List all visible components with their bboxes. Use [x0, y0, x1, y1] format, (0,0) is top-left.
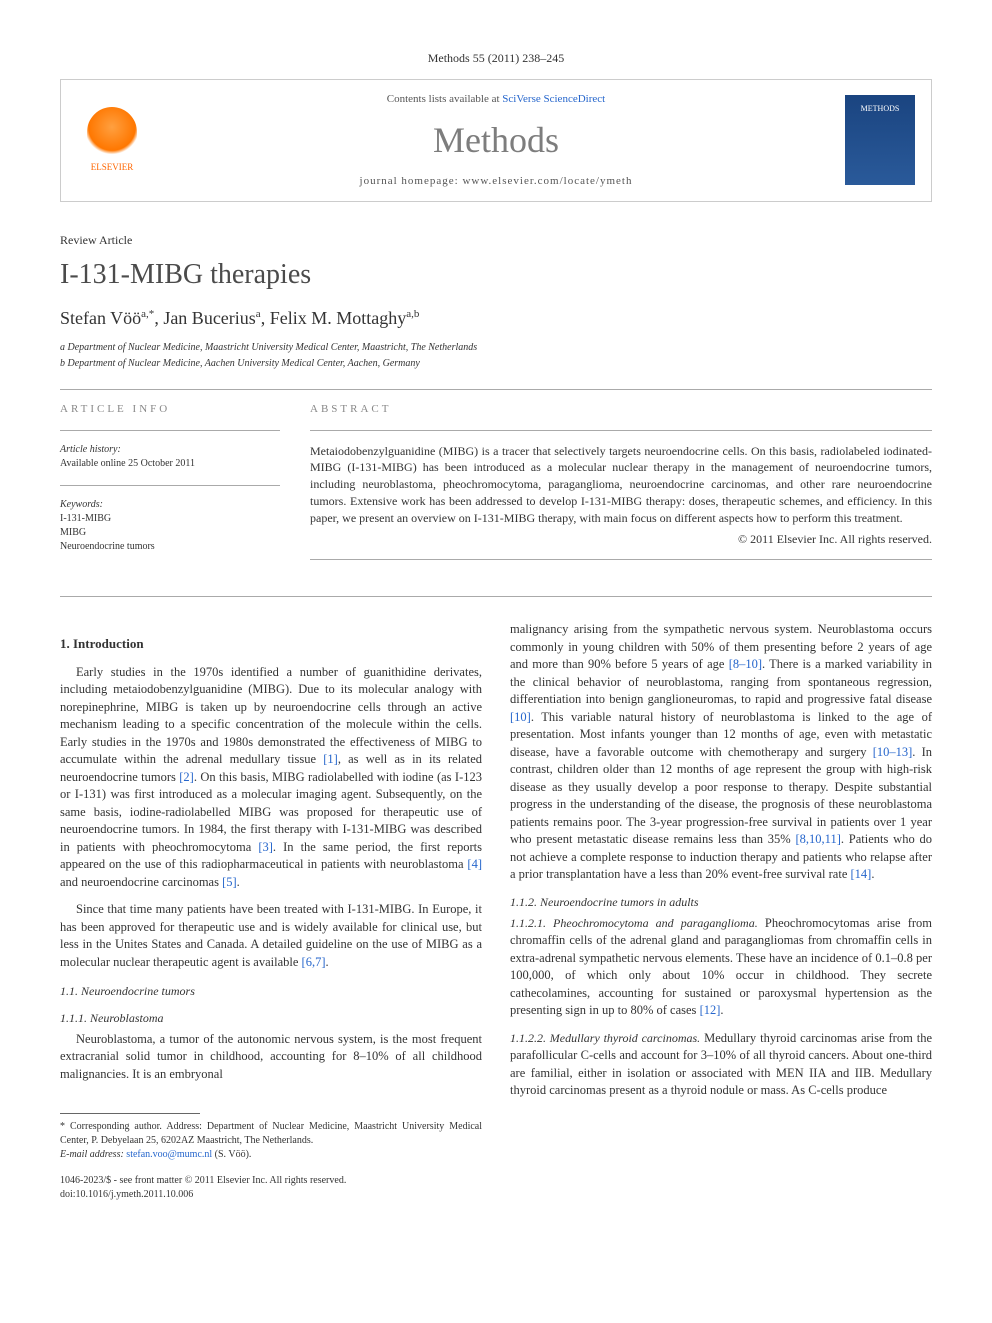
- divider: [310, 430, 932, 431]
- ref-5[interactable]: [5]: [222, 875, 237, 889]
- section-1-1-heading: 1.1. Neuroendocrine tumors: [60, 983, 482, 1000]
- author-1-sup: a,*: [141, 308, 154, 320]
- ref-1[interactable]: [1]: [323, 752, 338, 766]
- ref-14[interactable]: [14]: [851, 867, 872, 881]
- elsevier-tree-icon: [87, 107, 137, 157]
- affiliation-b: b Department of Nuclear Medicine, Aachen…: [60, 357, 932, 371]
- history-line: Available online 25 October 2011: [60, 457, 280, 471]
- email-label: E-mail address:: [60, 1149, 124, 1160]
- elsevier-logo: ELSEVIER: [77, 100, 147, 180]
- divider: [60, 389, 932, 390]
- article-info-label: ARTICLE INFO: [60, 402, 280, 417]
- author-3: Felix M. Mottaghy: [270, 308, 407, 328]
- email-suffix: (S. Vöö).: [215, 1149, 252, 1160]
- ref-3[interactable]: [3]: [258, 840, 273, 854]
- journal-header: ELSEVIER Contents lists available at Sci…: [60, 79, 932, 202]
- article-title: I-131-MIBG therapies: [60, 255, 932, 294]
- doi-line: doi:10.1016/j.ymeth.2011.10.006: [60, 1188, 482, 1202]
- column-right: malignancy arising from the sympathetic …: [510, 621, 932, 1202]
- front-matter-meta: 1046-2023/$ - see front matter © 2011 El…: [60, 1174, 482, 1202]
- section-1-1-2-1-para: 1.1.2.1. Pheochromocytoma and paragangli…: [510, 915, 932, 1020]
- homepage-url[interactable]: www.elsevier.com/locate/ymeth: [462, 175, 632, 187]
- keyword-1: I-131-MIBG: [60, 512, 280, 526]
- contents-line: Contents lists available at SciVerse Sci…: [147, 92, 845, 107]
- col2-para-1: malignancy arising from the sympathetic …: [510, 621, 932, 884]
- section-1-1-2-heading: 1.1.2. Neuroendocrine tumors in adults: [510, 894, 932, 911]
- author-3-sup: a,b: [406, 308, 419, 320]
- section-1-1-2-2-para: 1.1.2.2. Medullary thyroid carcinomas. M…: [510, 1030, 932, 1100]
- footnote-marker: *: [60, 1121, 65, 1132]
- article-type: Review Article: [60, 232, 932, 249]
- section-1-heading: 1. Introduction: [60, 635, 482, 653]
- contents-prefix: Contents lists available at: [387, 93, 502, 105]
- journal-cover-thumbnail: METHODS: [845, 95, 915, 185]
- corresponding-author-footnote: * Corresponding author. Address: Departm…: [60, 1120, 482, 1162]
- ref-10-13[interactable]: [10–13]: [873, 745, 913, 759]
- footnote-separator: [60, 1113, 200, 1114]
- front-matter-line-1: 1046-2023/$ - see front matter © 2011 El…: [60, 1174, 482, 1188]
- homepage-line: journal homepage: www.elsevier.com/locat…: [147, 174, 845, 189]
- author-2-sup: a: [256, 308, 261, 320]
- divider: [310, 559, 932, 560]
- ref-12[interactable]: [12]: [700, 1003, 721, 1017]
- ref-2[interactable]: [2]: [179, 770, 194, 784]
- section-1-1-2-1-heading: 1.1.2.1. Pheochromocytoma and paragangli…: [510, 916, 758, 930]
- history-label: Article history:: [60, 443, 280, 457]
- abstract-label: ABSTRACT: [310, 402, 932, 417]
- affiliations: a Department of Nuclear Medicine, Maastr…: [60, 341, 932, 371]
- ref-10[interactable]: [10]: [510, 710, 531, 724]
- ref-6-7[interactable]: [6,7]: [302, 955, 326, 969]
- footnote-text: Corresponding author. Address: Departmen…: [60, 1121, 482, 1146]
- abstract-copyright: © 2011 Elsevier Inc. All rights reserved…: [310, 531, 932, 548]
- journal-name: Methods: [147, 115, 845, 165]
- publisher-label: ELSEVIER: [91, 161, 134, 174]
- keyword-3: Neuroendocrine tumors: [60, 540, 280, 554]
- keywords-label: Keywords:: [60, 498, 280, 512]
- section-1-para-1: Early studies in the 1970s identified a …: [60, 664, 482, 892]
- abstract-text: Metaiodobenzylguanidine (MIBG) is a trac…: [310, 443, 932, 527]
- divider: [60, 485, 280, 486]
- divider: [60, 430, 280, 431]
- authors: Stefan Vööa,*, Jan Buceriusa, Felix M. M…: [60, 306, 932, 331]
- ref-4[interactable]: [4]: [467, 857, 482, 871]
- author-1: Stefan Vöö: [60, 308, 141, 328]
- affiliation-a: a Department of Nuclear Medicine, Maastr…: [60, 341, 932, 355]
- section-1-1-1-para: Neuroblastoma, a tumor of the autonomic …: [60, 1031, 482, 1084]
- homepage-prefix: journal homepage:: [360, 175, 463, 187]
- sciencedirect-link[interactable]: SciVerse ScienceDirect: [502, 93, 605, 105]
- ref-8-10-11[interactable]: [8,10,11]: [796, 832, 841, 846]
- section-1-1-2-2-heading: 1.1.2.2. Medullary thyroid carcinomas.: [510, 1031, 700, 1045]
- email-link[interactable]: stefan.voo@mumc.nl: [126, 1149, 212, 1160]
- column-left: 1. Introduction Early studies in the 197…: [60, 621, 482, 1202]
- ref-8-10[interactable]: [8–10]: [729, 657, 762, 671]
- journal-reference: Methods 55 (2011) 238–245: [60, 50, 932, 67]
- author-2: Jan Bucerius: [163, 308, 255, 328]
- divider: [60, 596, 932, 597]
- keyword-2: MIBG: [60, 526, 280, 540]
- section-1-para-2: Since that time many patients have been …: [60, 901, 482, 971]
- section-1-1-1-heading: 1.1.1. Neuroblastoma: [60, 1010, 482, 1027]
